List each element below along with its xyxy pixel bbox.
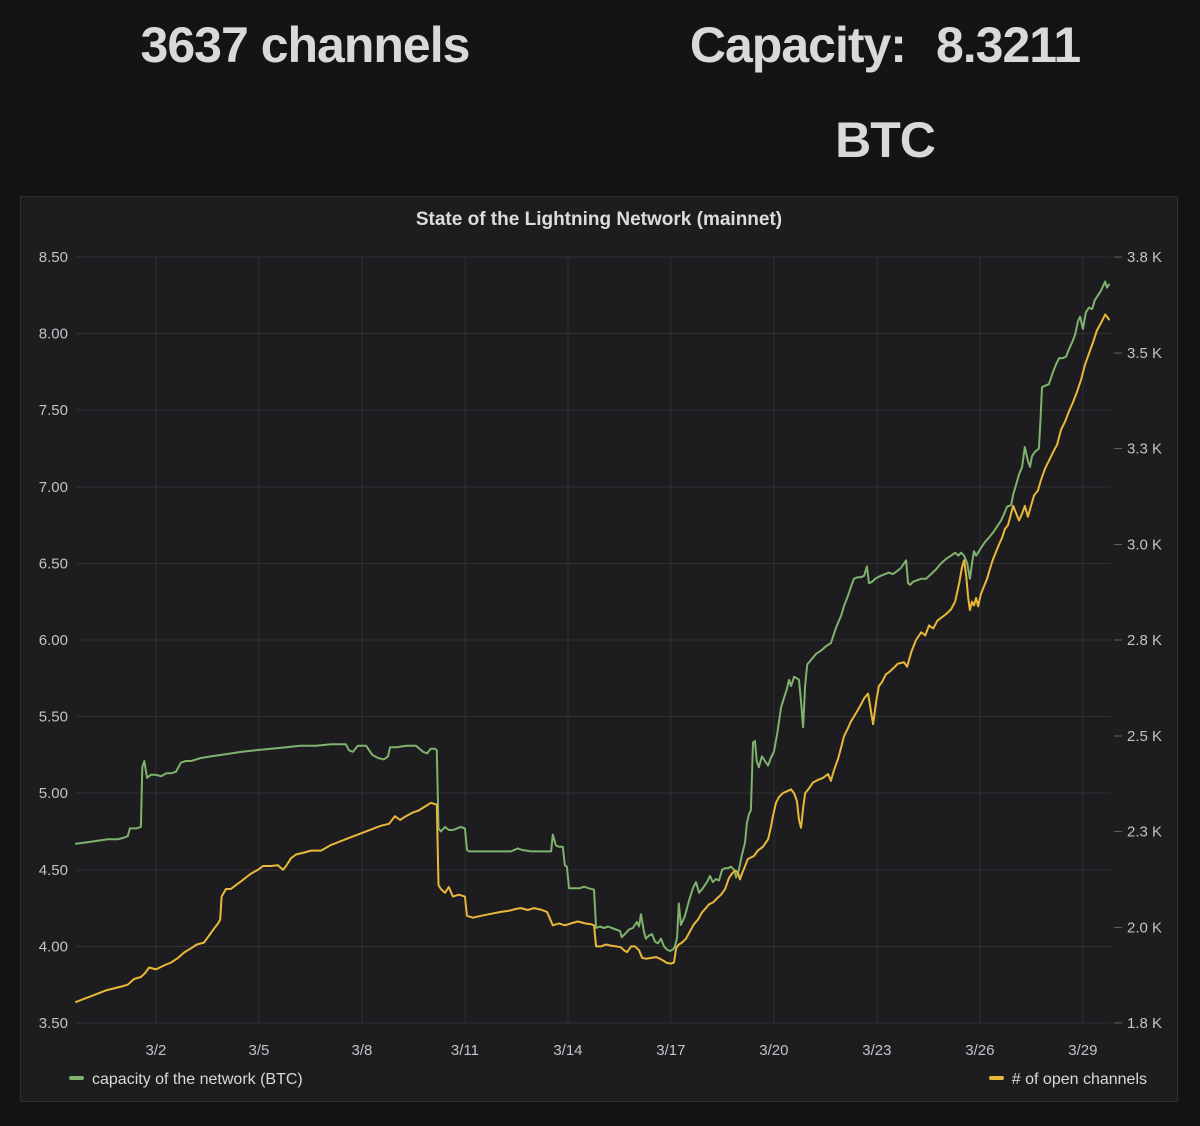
y-axis-right-tick-label: 2.0 K [1127, 919, 1162, 936]
panel-title[interactable]: State of the Lightning Network (mainnet) [415, 209, 783, 230]
legend-label-capacity: capacity of the network (BTC) [92, 1071, 303, 1088]
y-axis-right-tick-label: 3.3 K [1127, 441, 1162, 458]
y-axis-left-tick-label: 7.50 [39, 402, 68, 419]
x-axis-tick-label: 3/23 [862, 1042, 891, 1059]
x-axis-tick-label: 3/20 [759, 1042, 788, 1059]
y-axis-right-tick-label: 2.3 K [1127, 824, 1162, 841]
x-axis-tick-label: 3/2 [146, 1042, 167, 1059]
y-axis-left-tick-label: 4.00 [39, 938, 68, 955]
y-axis-right-tick-label: 2.5 K [1127, 728, 1162, 745]
y-axis-right-tick-label: 2.8 K [1127, 632, 1162, 649]
y-axis-left-tick-label: 5.00 [39, 785, 68, 802]
legend-item-capacity[interactable]: capacity of the network (BTC) [69, 1071, 303, 1089]
channels-stat-label: channels [260, 17, 471, 73]
y-axis-left-tick-label: 8.50 [39, 249, 68, 266]
x-axis-tick-label: 3/8 [352, 1042, 373, 1059]
channels-stat-value: 3637 [140, 17, 249, 73]
legend-item-channels[interactable]: # of open channels [988, 1071, 1147, 1089]
x-axis-tick-label: 3/17 [656, 1042, 685, 1059]
y-axis-left-tick-label: 8.00 [39, 326, 68, 343]
y-axis-left-tick-label: 5.50 [39, 709, 68, 726]
legend-label-channels: # of open channels [1011, 1071, 1147, 1088]
channels-series-swatch-icon [988, 1075, 1004, 1080]
capacity-stat-panel[interactable]: Capacity: 8.3211 BTC [590, 12, 1180, 173]
x-axis-tick-label: 3/5 [249, 1042, 270, 1059]
time-series-plot-area[interactable]: 8.50 8.00 7.50 7.00 6.50 6.00 5.50 5.00 4.50 4.00… [21, 197, 1177, 1101]
x-axis-tick-label: 3/11 [451, 1042, 479, 1059]
y-axis-right-tick-label: 3.0 K [1127, 536, 1162, 553]
chart-panel: State of the Lightning Network (mainnet)… [20, 196, 1178, 1102]
capacity-stat-label: Capacity: [689, 17, 907, 73]
series-line-capacity[interactable] [75, 280, 1110, 952]
capacity-stat-value: 8.3211 [935, 17, 1081, 73]
y-axis-left-tick-label: 4.50 [39, 862, 68, 879]
y-axis-right-tick-label: 3.8 K [1127, 249, 1162, 266]
capacity-stat-unit: BTC [835, 112, 936, 168]
capacity-series-swatch-icon [69, 1075, 84, 1080]
x-axis-tick-label: 3/14 [553, 1042, 582, 1059]
x-axis-tick-label: 3/29 [1068, 1042, 1097, 1059]
x-axis-tick-label: 3/26 [965, 1042, 994, 1059]
channels-stat-panel[interactable]: 3637 channels [20, 12, 590, 78]
y-axis-left-tick-label: 6.50 [39, 555, 68, 572]
series-line-channels[interactable] [75, 313, 1110, 1003]
y-axis-left-tick-label: 7.00 [39, 479, 68, 496]
y-axis-right-tick-label: 3.5 K [1127, 345, 1162, 362]
stats-header: 3637 channels Capacity: 8.3211 BTC [0, 0, 1200, 196]
y-axis-left-tick-label: 3.50 [39, 1015, 68, 1032]
y-axis-left-tick-label: 6.00 [39, 632, 68, 649]
y-axis-right-tick-label: 1.8 K [1127, 1015, 1162, 1032]
